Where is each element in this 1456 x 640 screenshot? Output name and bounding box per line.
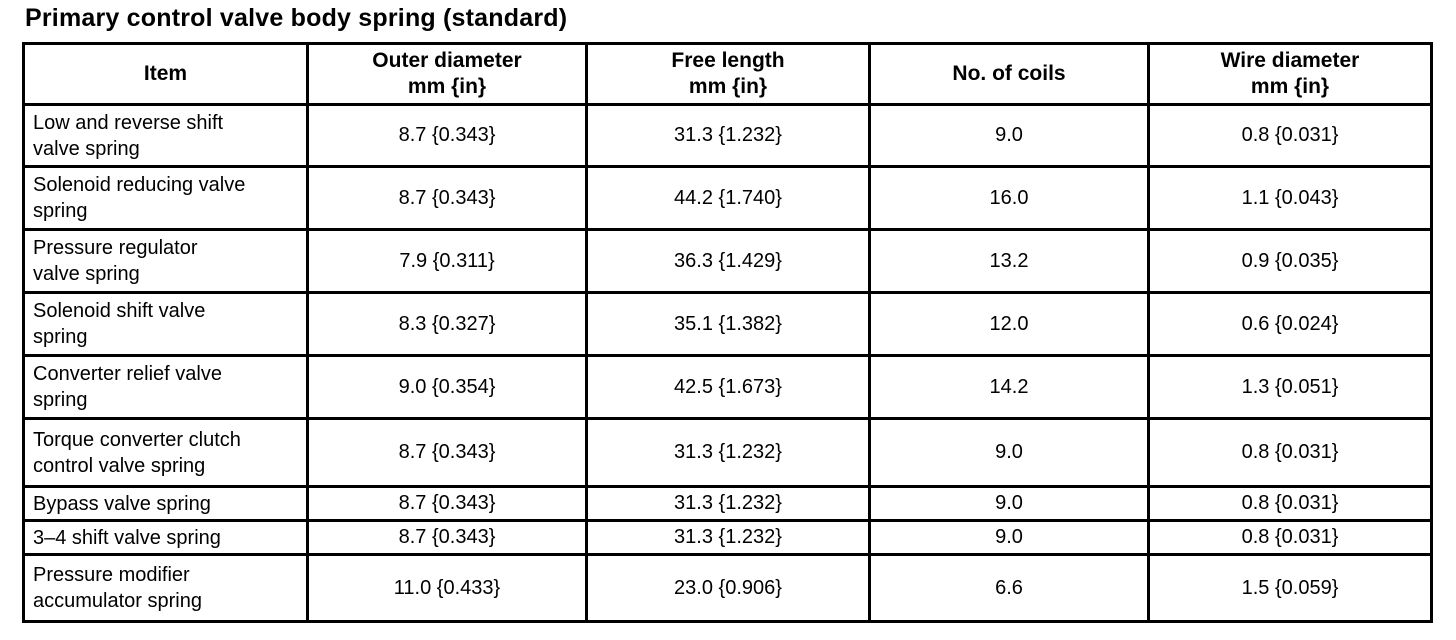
cell-wire-diameter: 0.8 {0.031} <box>1147 103 1433 168</box>
table-row: Solenoid shift valve spring 8.3 {0.327} … <box>22 291 1433 357</box>
cell-outer-diameter: 8.7 {0.343} <box>306 519 588 556</box>
cell-wire-diameter: 1.3 {0.051} <box>1147 354 1433 420</box>
cell-no-of-coils: 9.0 <box>868 417 1150 488</box>
cell-no-of-coils: 9.0 <box>868 485 1150 522</box>
cell-wire-diameter: 0.6 {0.024} <box>1147 291 1433 357</box>
cell-free-length: 42.5 {1.673} <box>585 354 871 420</box>
cell-free-length: 31.3 {1.232} <box>585 485 871 522</box>
cell-outer-diameter: 9.0 {0.354} <box>306 354 588 420</box>
cell-outer-diameter: 8.7 {0.343} <box>306 165 588 231</box>
cell-wire-diameter: 1.1 {0.043} <box>1147 165 1433 231</box>
cell-no-of-coils: 13.2 <box>868 228 1150 294</box>
column-header-outer-diameter: Outer diameter mm {in} <box>306 42 588 106</box>
cell-free-length: 44.2 {1.740} <box>585 165 871 231</box>
cell-wire-diameter: 0.8 {0.031} <box>1147 485 1433 522</box>
cell-free-length: 31.3 {1.232} <box>585 417 871 488</box>
cell-free-length: 23.0 {0.906} <box>585 553 871 623</box>
cell-item: Solenoid reducing valve spring <box>22 165 309 231</box>
cell-no-of-coils: 9.0 <box>868 519 1150 556</box>
cell-no-of-coils: 14.2 <box>868 354 1150 420</box>
cell-item: Converter relief valve spring <box>22 354 309 420</box>
cell-item: Pressure modifier accumulator spring <box>22 553 309 623</box>
cell-item: Low and reverse shift valve spring <box>22 103 309 168</box>
cell-item: 3–4 shift valve spring <box>22 519 309 556</box>
spring-spec-table: Item Outer diameter mm {in} Free length … <box>22 42 1433 623</box>
cell-free-length: 35.1 {1.382} <box>585 291 871 357</box>
cell-outer-diameter: 11.0 {0.433} <box>306 553 588 623</box>
cell-no-of-coils: 9.0 <box>868 103 1150 168</box>
table-row: Low and reverse shift valve spring 8.7 {… <box>22 103 1433 168</box>
cell-wire-diameter: 1.5 {0.059} <box>1147 553 1433 623</box>
cell-item: Pressure regulator valve spring <box>22 228 309 294</box>
column-header-no-of-coils: No. of coils <box>868 42 1150 106</box>
table-row: 3–4 shift valve spring 8.7 {0.343} 31.3 … <box>22 519 1433 556</box>
cell-outer-diameter: 8.3 {0.327} <box>306 291 588 357</box>
cell-item: Torque converter clutch control valve sp… <box>22 417 309 488</box>
table-row: Bypass valve spring 8.7 {0.343} 31.3 {1.… <box>22 485 1433 522</box>
column-header-free-length: Free length mm {in} <box>585 42 871 106</box>
cell-outer-diameter: 8.7 {0.343} <box>306 103 588 168</box>
cell-outer-diameter: 8.7 {0.343} <box>306 417 588 488</box>
table-row: Solenoid reducing valve spring 8.7 {0.34… <box>22 165 1433 231</box>
table-row: Torque converter clutch control valve sp… <box>22 417 1433 488</box>
cell-item: Solenoid shift valve spring <box>22 291 309 357</box>
column-header-item: Item <box>22 42 309 106</box>
header-row: Item Outer diameter mm {in} Free length … <box>22 42 1433 106</box>
cell-outer-diameter: 8.7 {0.343} <box>306 485 588 522</box>
cell-no-of-coils: 16.0 <box>868 165 1150 231</box>
cell-wire-diameter: 0.9 {0.035} <box>1147 228 1433 294</box>
column-header-wire-diameter: Wire diameter mm {in} <box>1147 42 1433 106</box>
cell-wire-diameter: 0.8 {0.031} <box>1147 519 1433 556</box>
cell-free-length: 31.3 {1.232} <box>585 519 871 556</box>
page-title: Primary control valve body spring (stand… <box>25 4 568 32</box>
table-row: Converter relief valve spring 9.0 {0.354… <box>22 354 1433 420</box>
table-row: Pressure regulator valve spring 7.9 {0.3… <box>22 228 1433 294</box>
cell-item: Bypass valve spring <box>22 485 309 522</box>
cell-outer-diameter: 7.9 {0.311} <box>306 228 588 294</box>
cell-free-length: 31.3 {1.232} <box>585 103 871 168</box>
table-row: Pressure modifier accumulator spring 11.… <box>22 553 1433 623</box>
cell-no-of-coils: 12.0 <box>868 291 1150 357</box>
cell-free-length: 36.3 {1.429} <box>585 228 871 294</box>
cell-wire-diameter: 0.8 {0.031} <box>1147 417 1433 488</box>
cell-no-of-coils: 6.6 <box>868 553 1150 623</box>
